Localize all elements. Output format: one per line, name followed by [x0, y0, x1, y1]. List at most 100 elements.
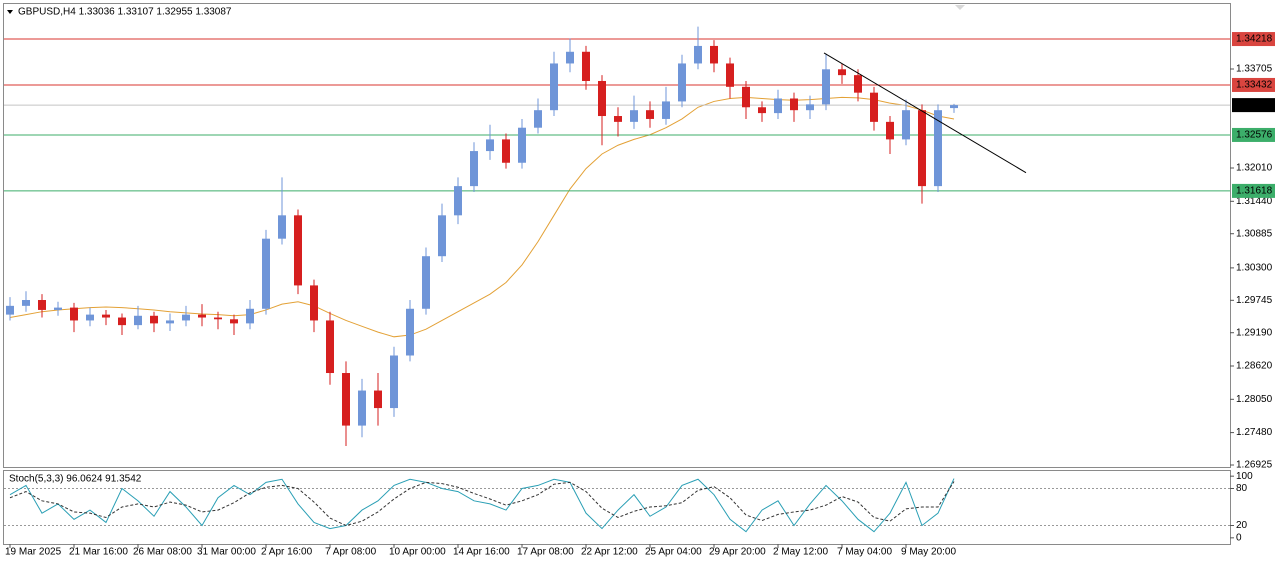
y-tick-label: 1.31440 — [1236, 196, 1273, 207]
candle-body — [6, 305, 14, 315]
price-level-box — [1232, 127, 1275, 142]
candle-body — [86, 314, 94, 321]
y-tick-label: 80 — [1236, 483, 1248, 494]
candle-body — [470, 151, 478, 187]
x-tick-label: 10 Apr 00:00 — [389, 547, 446, 558]
y-tick-label: 1.26925 — [1236, 460, 1273, 471]
price-level-box — [1232, 32, 1275, 47]
candle-body — [870, 92, 878, 122]
stoch-line — [9, 481, 955, 527]
candle-body — [854, 75, 862, 93]
candle-body — [246, 308, 254, 324]
main-panel — [3, 3, 1231, 468]
candle-body — [950, 105, 958, 109]
candle-body — [198, 314, 206, 318]
x-tick-label: 7 May 04:00 — [837, 547, 892, 558]
candle-body — [630, 110, 638, 122]
candle-body — [134, 315, 142, 326]
x-tick-label: 19 Mar 2025 — [5, 547, 62, 558]
candle-body — [182, 314, 190, 321]
candle-body — [310, 285, 318, 321]
candle-body — [486, 139, 494, 152]
candle-body — [774, 98, 782, 114]
y-tick-label: 1.32010 — [1236, 163, 1273, 174]
y-tick-label: 1.28620 — [1236, 361, 1273, 372]
y-tick-label: 1.29190 — [1236, 327, 1273, 338]
x-tick-label: 31 Mar 00:00 — [197, 547, 256, 558]
price-level-box — [1232, 183, 1275, 198]
candle-body — [118, 317, 126, 326]
shift-marker — [955, 5, 965, 10]
candle-body — [566, 51, 574, 64]
x-tick-label: 17 Apr 08:00 — [517, 547, 574, 558]
candle-body — [534, 110, 542, 128]
candle-body — [278, 215, 286, 239]
candle-body — [422, 256, 430, 309]
candle-body — [758, 107, 766, 114]
y-tick-label: 1.29745 — [1236, 295, 1273, 306]
candle-body — [150, 315, 158, 324]
y-tick-label: 20 — [1236, 520, 1248, 531]
candle-body — [550, 63, 558, 111]
candle-body — [454, 186, 462, 216]
y-tick-label: 1.33705 — [1236, 64, 1273, 75]
candle-body — [230, 319, 238, 324]
menu-arrow[interactable] — [7, 10, 13, 14]
candle-body — [822, 69, 830, 105]
candle-body — [374, 390, 382, 409]
candle-body — [358, 390, 366, 426]
candle-body — [742, 86, 750, 108]
y-tick-label: 1.27480 — [1236, 427, 1273, 438]
price-level-box — [1232, 98, 1275, 113]
chart-title: GBPUSD,H4 1.33036 1.33107 1.32955 1.3308… — [18, 7, 232, 18]
candle-body — [646, 110, 654, 119]
candle-body — [294, 215, 302, 286]
price-level-label: 1.34218 — [1236, 34, 1273, 45]
candle-body — [710, 45, 718, 64]
stoch-line — [9, 478, 955, 533]
price-level-label: 1.31618 — [1236, 186, 1273, 197]
x-tick-label: 2 Apr 16:00 — [261, 547, 313, 558]
candle-body — [54, 307, 62, 310]
candle-body — [262, 238, 270, 309]
x-tick-label: 22 Apr 12:00 — [581, 547, 638, 558]
stoch-panel — [3, 470, 1231, 545]
candle-body — [902, 110, 910, 140]
candle-body — [22, 300, 30, 306]
price-level-box — [1232, 77, 1275, 92]
y-tick-label: 0 — [1236, 532, 1242, 543]
price-level-label: 1.33087 — [1236, 100, 1273, 111]
candle-body — [390, 355, 398, 409]
candle-body — [326, 320, 334, 374]
price-level-label: 1.33432 — [1236, 80, 1273, 91]
indicator-title: Stoch(5,3,3) 96.0624 91.3542 — [9, 474, 142, 485]
candle-body — [806, 104, 814, 111]
candle-body — [614, 116, 622, 122]
x-tick-label: 25 Apr 04:00 — [645, 547, 702, 558]
candle-body — [678, 63, 686, 102]
candle-body — [502, 139, 510, 163]
y-tick-label: 1.28050 — [1236, 394, 1273, 405]
x-tick-label: 14 Apr 16:00 — [453, 547, 510, 558]
candle-body — [886, 121, 894, 140]
candle-body — [838, 69, 846, 76]
x-tick-label: 21 Mar 16:00 — [69, 547, 128, 558]
candle-body — [102, 314, 110, 318]
price-level-label: 1.32576 — [1236, 130, 1273, 141]
candle-body — [726, 63, 734, 87]
candle-body — [582, 51, 590, 81]
y-tick-label: 1.30885 — [1236, 228, 1273, 239]
candle-body — [598, 80, 606, 117]
candle-body — [934, 110, 942, 187]
candle-body — [918, 110, 926, 187]
candle-body — [70, 307, 78, 321]
candle-body — [342, 373, 350, 426]
candle-body — [790, 98, 798, 111]
x-tick-label: 9 May 20:00 — [901, 547, 956, 558]
candle-body — [438, 215, 446, 257]
candle-body — [662, 101, 670, 119]
candle-body — [518, 127, 526, 163]
trendline — [823, 52, 1027, 174]
candle-body — [406, 308, 414, 356]
